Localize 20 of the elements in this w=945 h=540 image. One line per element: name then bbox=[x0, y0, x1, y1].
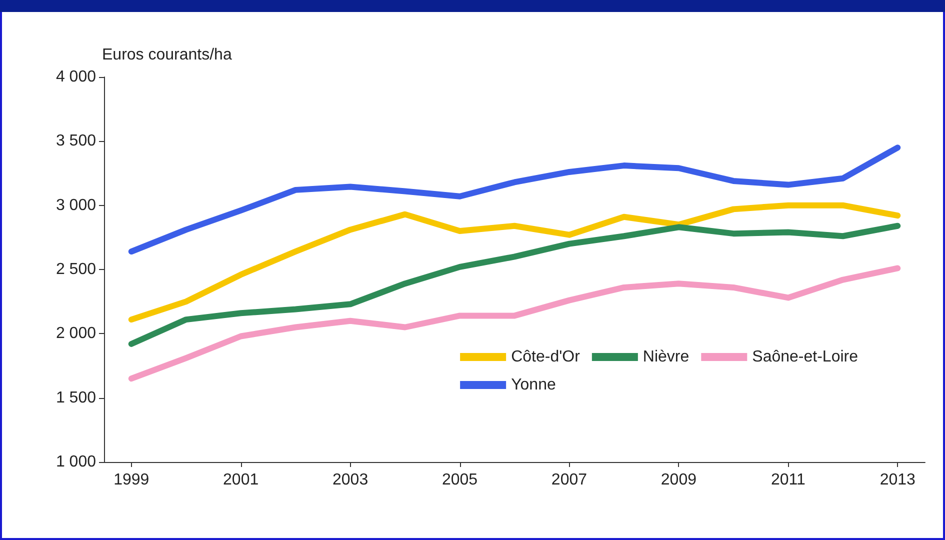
y-tick-label: 3 000 bbox=[56, 196, 96, 214]
y-tick-label: 1 000 bbox=[56, 454, 96, 470]
x-tick-label: 2009 bbox=[660, 472, 697, 488]
y-tick-label: 1 500 bbox=[56, 389, 96, 406]
x-tick-label: 2013 bbox=[880, 472, 916, 488]
legend-label: Nièvre bbox=[642, 348, 690, 366]
y-axis-title: Euros courants/ha bbox=[102, 46, 232, 64]
y-tick-label: 3 500 bbox=[56, 132, 96, 150]
x-tick-label: 2005 bbox=[442, 472, 478, 488]
y-tick-label: 2 000 bbox=[56, 325, 96, 342]
y-tick-label: 4 000 bbox=[56, 68, 96, 86]
x-tick-label: 2007 bbox=[551, 472, 588, 488]
x-tick-label: 2011 bbox=[770, 472, 806, 488]
y-tick-label: 2 500 bbox=[56, 261, 96, 278]
legend-label: Côte-d'Or bbox=[511, 348, 581, 366]
legend-label: Yonne bbox=[511, 376, 556, 394]
x-tick-label: 2003 bbox=[332, 472, 368, 488]
x-tick-label: 1999 bbox=[114, 472, 150, 488]
legend-label: Saône-et-Loire bbox=[752, 348, 858, 366]
x-tick-label: 2001 bbox=[223, 472, 259, 488]
